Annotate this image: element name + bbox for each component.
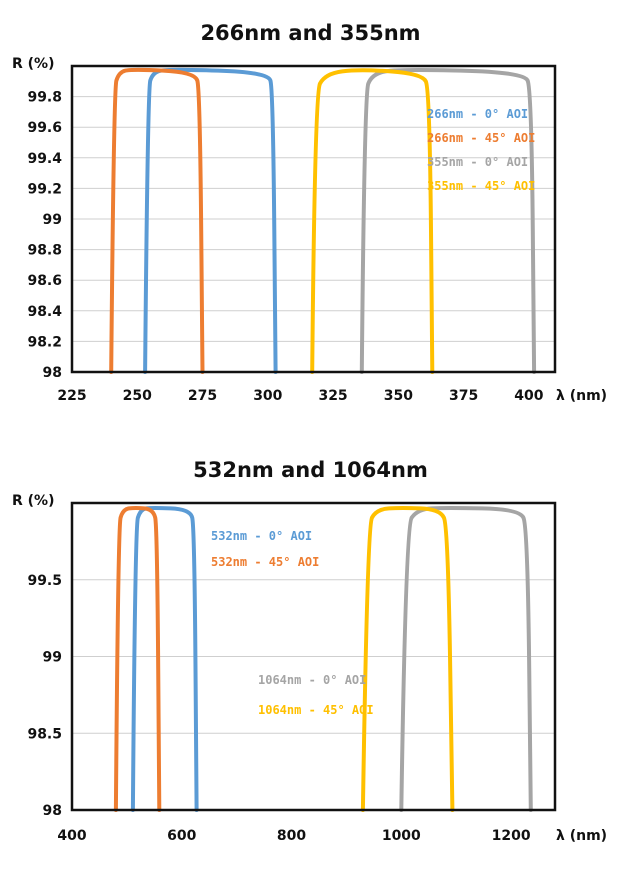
series-line-1 <box>143 67 278 374</box>
series-line-4 <box>310 68 435 374</box>
y-tick-label: 98.5 <box>27 726 62 742</box>
legend-entry: 532nm - 0° AOI <box>211 529 312 543</box>
y-tick-label: 99.4 <box>27 151 62 167</box>
legend-entry: 355nm - 0° AOI <box>427 155 528 169</box>
x-tick-label: 600 <box>167 828 196 844</box>
legend-entry: 1064nm - 0° AOI <box>258 673 366 687</box>
y-tick-label: 98.8 <box>27 243 62 259</box>
x-tick-label: 400 <box>57 828 86 844</box>
x-tick-label: 225 <box>57 388 86 404</box>
y-tick-label: 99.6 <box>27 120 62 136</box>
series-line-4 <box>360 506 455 812</box>
chart-title: 266nm and 355nm <box>200 21 420 45</box>
series-line-3 <box>359 68 537 374</box>
plot-frame <box>70 64 557 374</box>
y-tick-label: 99 <box>43 650 62 666</box>
y-tick-label: 99.2 <box>27 181 62 197</box>
x-tick-label: 375 <box>449 388 478 404</box>
series-line-2 <box>113 506 162 812</box>
x-tick-label: 275 <box>188 388 217 404</box>
x-tick-label: 300 <box>253 388 282 404</box>
y-tick-label: 99.8 <box>27 90 62 106</box>
x-tick-label: 1000 <box>382 828 421 844</box>
y-tick-label: 98.4 <box>27 304 62 320</box>
chart-title: 532nm and 1064nm <box>193 458 428 482</box>
legend-entry: 266nm - 0° AOI <box>427 107 528 121</box>
x-axis-label: λ (nm) <box>556 828 607 844</box>
x-tick-label: 400 <box>514 388 543 404</box>
x-tick-label: 1200 <box>492 828 531 844</box>
y-tick-label: 99 <box>43 212 62 228</box>
y-tick-label: 98 <box>43 365 62 381</box>
x-tick-label: 250 <box>123 388 152 404</box>
y-axis-label: R (%) <box>12 493 54 509</box>
x-tick-label: 800 <box>277 828 306 844</box>
x-axis-label: λ (nm) <box>556 388 607 404</box>
legend-entry: 1064nm - 45° AOI <box>258 703 374 717</box>
series-line-2 <box>109 67 205 374</box>
legend-entry: 532nm - 45° AOI <box>211 555 319 569</box>
series-line-1 <box>130 506 199 812</box>
y-tick-label: 98 <box>43 803 62 819</box>
chart-1: 266nm and 355nm 98 98.2 98.4 98.6 98.8 99 99.2 9… <box>12 21 607 404</box>
x-tick-label: 325 <box>318 388 347 404</box>
y-tick-label: 99.5 <box>27 573 62 589</box>
y-tick-label: 98.6 <box>27 273 62 289</box>
legend-entry: 355nm - 45° AOI <box>427 179 535 193</box>
y-tick-label: 98.2 <box>27 334 62 350</box>
y-axis-label: R (%) <box>12 56 54 72</box>
x-tick-label: 350 <box>384 388 413 404</box>
chart-2: 532nm and 1064nm 98 98.5 99 99.5 400 600 800 100… <box>12 458 607 844</box>
series-line-3 <box>399 506 533 812</box>
plot-frame <box>70 501 557 812</box>
legend-entry: 266nm - 45° AOI <box>427 131 535 145</box>
